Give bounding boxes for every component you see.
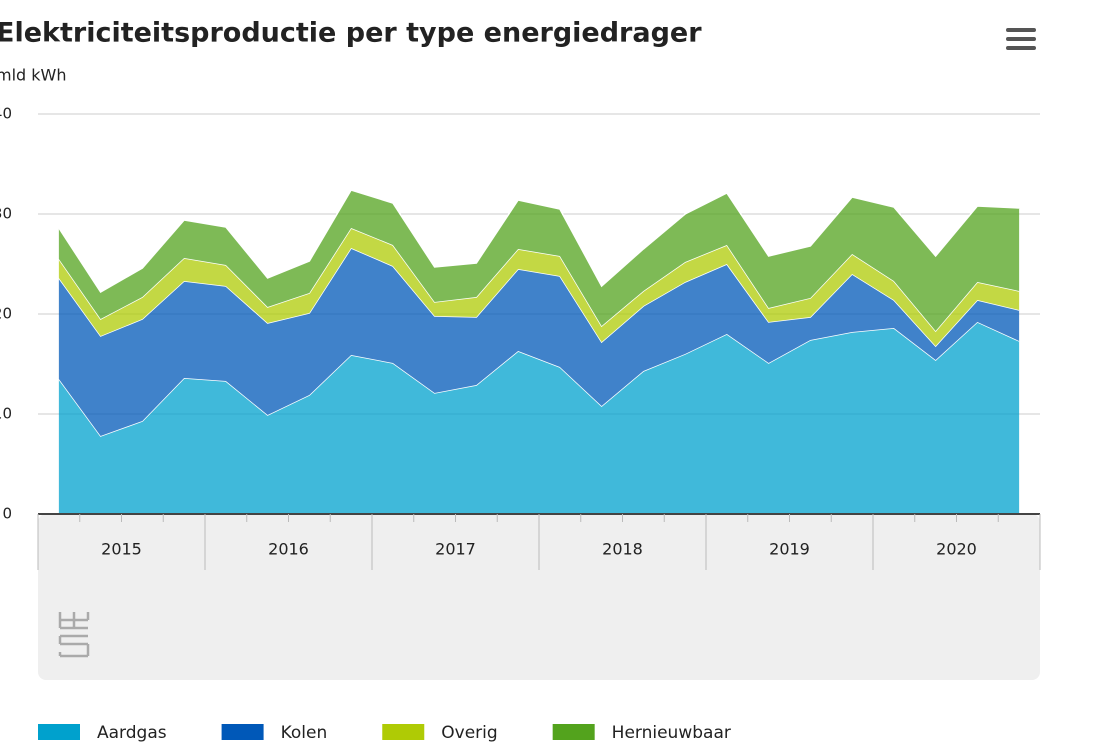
area [58,190,1020,331]
legend-swatch [38,724,80,740]
x-group-label: 2015 [101,540,142,559]
x-group-label: 2018 [602,540,643,559]
x-group-label: 2020 [936,540,977,559]
legend-label: Overig [441,723,497,743]
legend-item: Hernieuwbaar [552,723,731,743]
axis-panel [38,514,1040,680]
legend-label: Hernieuwbaar [612,723,731,743]
x-group-label: 2019 [769,540,810,559]
y-tick-label: 40 [0,105,12,123]
legend-label: Aardgas [97,723,167,743]
legend-label: Kolen [281,723,328,743]
area-line [58,189,1020,294]
y-tick-label: 0 [2,505,12,523]
y-axis-label: mld kWh [0,66,67,85]
area [58,322,1020,514]
legend-item: Aardgas [38,723,167,743]
legend-item: Kolen [221,723,328,743]
chart-title: Elektriciteitsproductie per type energie… [0,18,702,49]
x-group-label: 2017 [435,540,476,559]
area [58,248,1020,436]
logo [58,612,90,658]
x-group-label: 2016 [268,540,309,559]
area [58,228,1020,346]
menu-button[interactable] [1006,28,1036,50]
legend-swatch [382,724,425,740]
legend-swatch [221,724,264,740]
legend-swatch [552,724,595,740]
y-tick-label: 20 [0,305,12,323]
y-tick-label: 30 [0,205,12,223]
y-tick-label: 10 [0,405,12,423]
legend-item: Overig [382,723,498,743]
